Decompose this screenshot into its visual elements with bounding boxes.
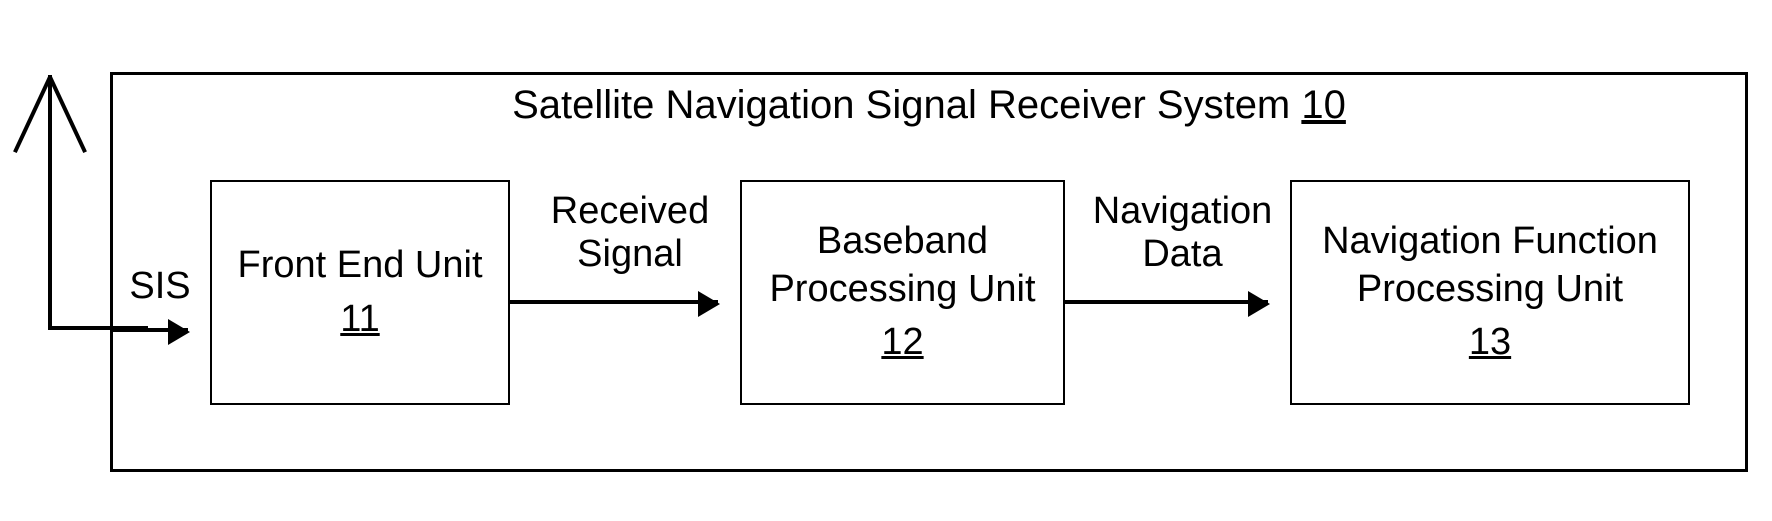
arrow-received-label: Received Signal [530,190,730,276]
arrow-sis-label: SIS [120,265,200,308]
block-navfunc: Navigation Function Processing Unit 13 [1290,180,1690,405]
arrow-received [510,300,718,304]
system-title-number: 10 [1301,83,1346,127]
antenna-arm-right [48,76,87,153]
arrow-navdata [1065,300,1268,304]
arrow-navdata-label: Navigation Data [1075,190,1290,276]
antenna-feed [48,326,148,330]
system-title-text: Satellite Navigation Signal Receiver Sys… [512,83,1301,127]
block-navfunc-number: 13 [1469,319,1511,367]
block-baseband-label: Baseband Processing Unit [769,218,1035,313]
antenna-arm-left [13,76,52,153]
block-front-end-label: Front End Unit [238,242,483,290]
block-baseband-number: 12 [881,319,923,367]
block-baseband: Baseband Processing Unit 12 [740,180,1065,405]
system-title: Satellite Navigation Signal Receiver Sys… [113,83,1745,128]
block-front-end: Front End Unit 11 [210,180,510,405]
diagram-canvas: Satellite Navigation Signal Receiver Sys… [0,0,1772,521]
block-navfunc-label: Navigation Function Processing Unit [1322,218,1658,313]
block-front-end-number: 11 [340,296,379,344]
antenna-mast [48,75,52,330]
